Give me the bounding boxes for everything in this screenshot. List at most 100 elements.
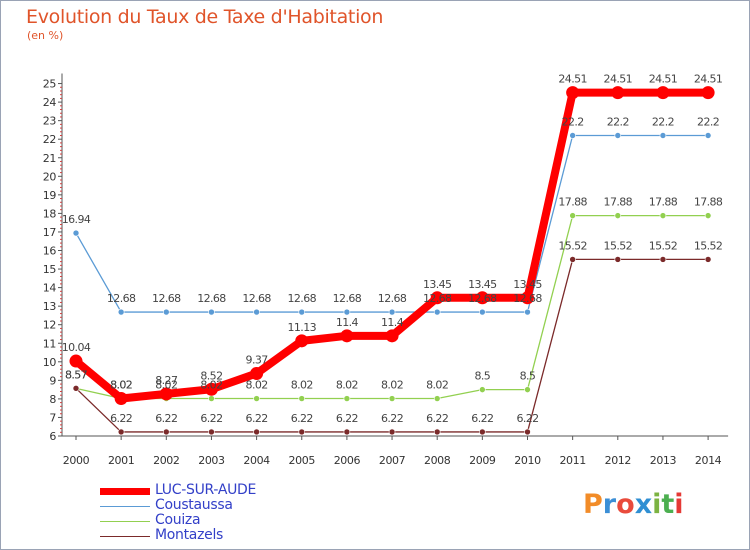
data-point bbox=[433, 308, 441, 316]
data-label: 6.22 bbox=[110, 412, 132, 425]
logo-letter: o bbox=[616, 489, 635, 520]
logo-letter: i bbox=[674, 489, 684, 520]
y-tick-label: 15 bbox=[43, 263, 57, 276]
data-point bbox=[614, 256, 622, 263]
x-tick-label: 2004 bbox=[243, 454, 270, 467]
data-label: 8.27 bbox=[155, 374, 178, 387]
x-tick-label: 2000 bbox=[63, 454, 90, 467]
data-label: 11.4 bbox=[336, 316, 359, 329]
x-tick-label: 2002 bbox=[153, 454, 179, 467]
data-label: 15.52 bbox=[649, 239, 678, 252]
data-point bbox=[479, 386, 486, 393]
legend-label: LUC-SUR-AUDE bbox=[155, 482, 257, 498]
line-chart: 6 7 8 9 10 11 12 13 14 15 16 17 18 19 20 21 22 23 24 25 2000… bbox=[43, 73, 729, 467]
legend-label: Coustaussa bbox=[155, 497, 233, 513]
data-point bbox=[524, 308, 531, 316]
data-label: 6.22 bbox=[155, 412, 177, 425]
data-point bbox=[72, 229, 80, 237]
data-labels: 16.94 12.68 12.68 12.68 12.68 12.68 12.68 12.68… bbox=[62, 73, 724, 425]
data-label: 10.04 bbox=[62, 341, 91, 354]
data-point bbox=[659, 256, 667, 263]
data-point bbox=[253, 395, 260, 402]
data-label: 11.4 bbox=[381, 316, 404, 329]
y-tick-label: 8 bbox=[49, 393, 56, 406]
x-tick-label: 2006 bbox=[334, 454, 361, 467]
legend-swatch bbox=[100, 506, 150, 507]
logo-letter: P bbox=[583, 489, 603, 520]
data-label: 12.68 bbox=[107, 292, 136, 305]
data-point bbox=[475, 291, 489, 305]
data-point bbox=[298, 395, 306, 402]
data-label: 6.22 bbox=[246, 412, 268, 425]
data-point bbox=[163, 308, 170, 316]
data-label: 8.52 bbox=[200, 369, 222, 382]
proxiti-logo: Proxiti bbox=[583, 489, 684, 520]
data-point bbox=[295, 334, 309, 348]
axes: 6 7 8 9 10 11 12 13 14 15 16 17 18 19 20 21 22 23 24 25 2000… bbox=[43, 73, 729, 467]
x-tick-label: 2008 bbox=[424, 454, 451, 467]
data-label: 8.02 bbox=[246, 379, 268, 392]
series-montazels bbox=[72, 256, 712, 436]
data-label: 9.37 bbox=[246, 353, 269, 366]
data-label: 8.02 bbox=[200, 379, 222, 392]
data-label: 12.68 bbox=[468, 292, 497, 305]
data-label: 24.51 bbox=[604, 73, 633, 86]
data-point bbox=[433, 395, 441, 402]
x-tick-label: 2003 bbox=[198, 454, 225, 467]
x-tick-label: 2010 bbox=[514, 454, 541, 467]
data-point bbox=[208, 395, 215, 402]
y-tick-label: 21 bbox=[43, 152, 56, 165]
data-label: 24.51 bbox=[694, 73, 723, 86]
data-point bbox=[614, 132, 622, 139]
y-tick-label: 12 bbox=[43, 319, 56, 332]
data-label: 6.22 bbox=[381, 412, 403, 425]
data-label: 12.68 bbox=[378, 292, 407, 305]
data-label: 22.2 bbox=[562, 115, 584, 128]
data-label: 8.5 bbox=[520, 370, 536, 383]
data-point bbox=[343, 395, 351, 402]
y-tick-label: 23 bbox=[43, 115, 57, 128]
y-tick-label: 7 bbox=[49, 411, 56, 424]
data-label: 15.52 bbox=[604, 239, 633, 252]
data-point bbox=[659, 212, 667, 219]
data-label: 8.02 bbox=[110, 379, 132, 392]
y-tick-label: 13 bbox=[43, 300, 57, 313]
logo-letter: i bbox=[652, 489, 662, 520]
data-point bbox=[704, 212, 712, 219]
data-point bbox=[114, 392, 128, 406]
data-point bbox=[388, 395, 396, 402]
data-point bbox=[388, 308, 396, 316]
y-tick-label: 16 bbox=[43, 245, 57, 258]
data-label: 22.2 bbox=[652, 115, 674, 128]
y-tick-label: 17 bbox=[43, 226, 57, 239]
data-point bbox=[611, 86, 625, 100]
data-label: 6.22 bbox=[516, 412, 538, 425]
data-label: 24.51 bbox=[558, 73, 587, 86]
data-point bbox=[569, 132, 576, 139]
y-tick-label: 18 bbox=[43, 207, 57, 220]
data-point bbox=[430, 291, 444, 305]
data-label: 8.5 bbox=[474, 370, 490, 383]
data-label: 22.2 bbox=[697, 115, 719, 128]
data-point bbox=[117, 308, 125, 316]
y-tick-label: 20 bbox=[43, 170, 57, 183]
data-label: 22.2 bbox=[607, 115, 629, 128]
data-point bbox=[69, 354, 83, 368]
data-point bbox=[298, 308, 306, 316]
x-tick-label: 2012 bbox=[605, 454, 631, 467]
y-tick-label: 19 bbox=[43, 189, 57, 202]
data-label: 12.68 bbox=[333, 292, 362, 305]
data-label: 11.13 bbox=[288, 321, 317, 334]
y-tick-label: 24 bbox=[43, 96, 57, 109]
data-point bbox=[614, 212, 622, 219]
y-tick-label: 10 bbox=[43, 356, 57, 369]
y-tick-label: 6 bbox=[49, 430, 56, 443]
x-tick-label: 2001 bbox=[108, 454, 134, 467]
data-label: 17.88 bbox=[649, 196, 678, 209]
logo-letter: x bbox=[634, 489, 653, 520]
data-label: 8.02 bbox=[110, 379, 132, 392]
data-label: 12.68 bbox=[513, 292, 542, 305]
data-label: 6.22 bbox=[291, 412, 313, 425]
data-label: 15.52 bbox=[694, 239, 723, 252]
data-label: 6.22 bbox=[471, 412, 493, 425]
